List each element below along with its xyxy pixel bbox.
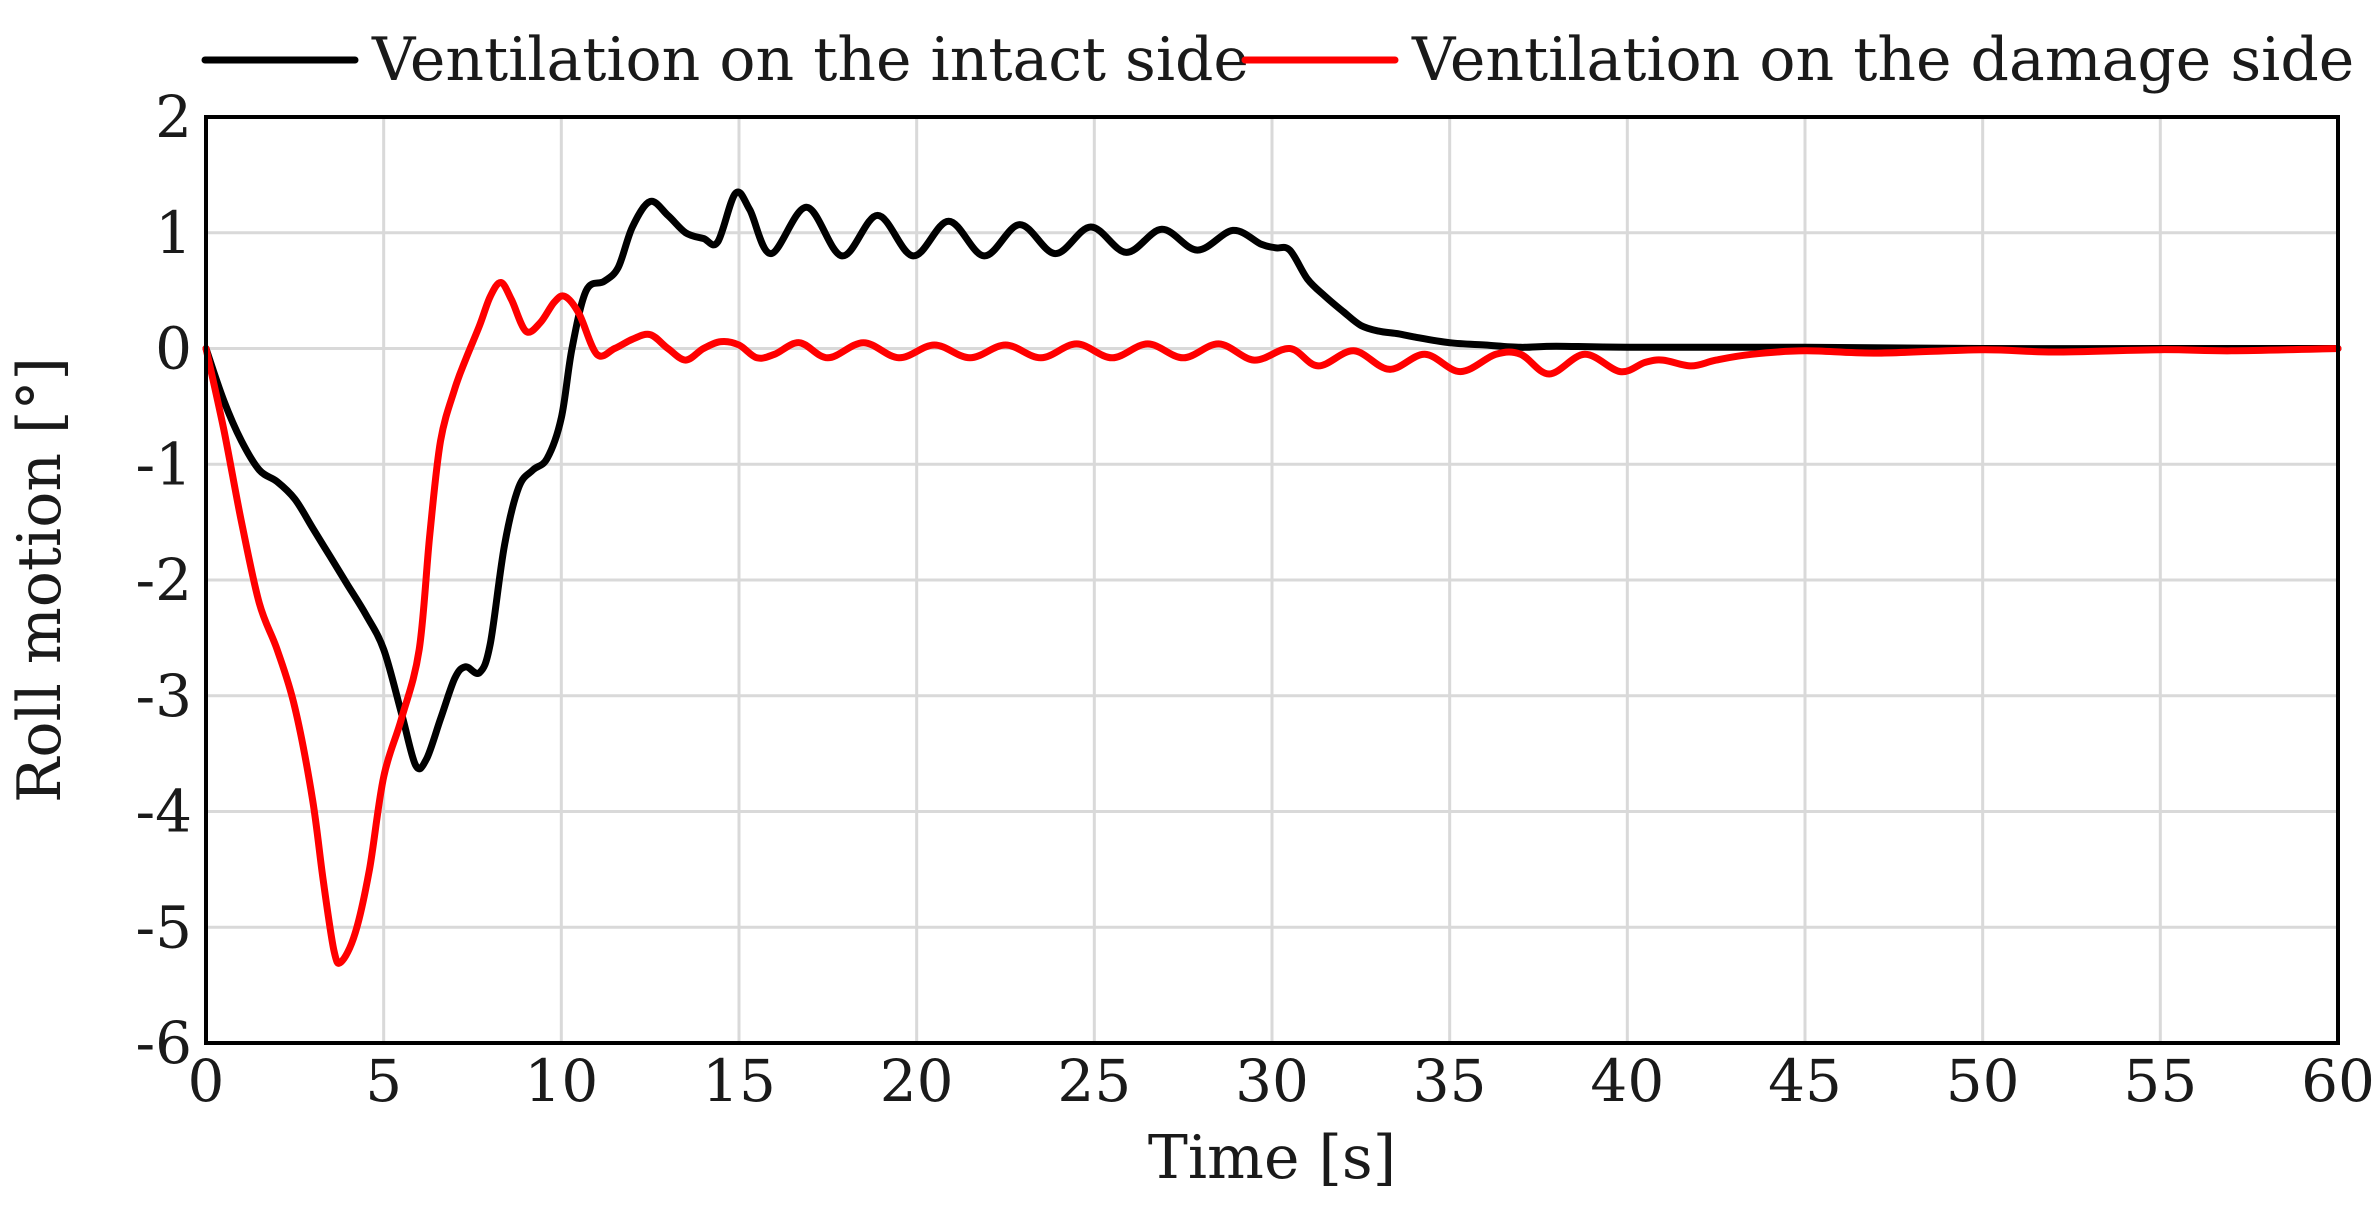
x-tick-label: 20 [880,1047,954,1115]
legend-label-intact-side: Ventilation on the intact side [371,25,1249,95]
y-axis-label: Roll motion [°] [5,357,75,803]
series-line-damage-side [202,279,2342,967]
y-tick-label: -5 [136,893,193,961]
y-tick-label: 2 [155,83,192,151]
x-tick-label: 0 [188,1047,225,1115]
x-tick-label: 55 [2123,1047,2197,1115]
grid [204,115,2340,1045]
x-axis-label: Time [s] [1148,1123,1396,1193]
x-tick-label: 50 [1946,1047,2020,1115]
y-tick-label: 0 [155,315,192,383]
y-tick-label: -3 [136,662,193,730]
legend: Ventilation on the intact side Ventilatio… [201,25,2354,95]
x-tick-label: 40 [1590,1047,1664,1115]
x-tick-label: 35 [1413,1047,1487,1115]
series-group [202,188,2342,967]
x-tick-label: 15 [702,1047,776,1115]
x-tick-label: 10 [524,1047,598,1115]
plot-frame [204,115,2340,1045]
y-tick-label: -1 [136,430,193,498]
x-tick-label: 25 [1057,1047,1131,1115]
series-line-intact-side [202,188,2342,773]
x-tick-label: 5 [365,1047,402,1115]
x-tick-label: 60 [2301,1047,2375,1115]
y-tick-label: 1 [155,199,192,267]
y-tick-label: -6 [136,1009,193,1077]
y-tick-label: -4 [136,778,193,846]
x-tick-label: 45 [1768,1047,1842,1115]
y-tick-label: -2 [136,546,193,614]
x-tick-label: 30 [1235,1047,1309,1115]
legend-label-damage-side: Ventilation on the damage side [1411,25,2354,95]
